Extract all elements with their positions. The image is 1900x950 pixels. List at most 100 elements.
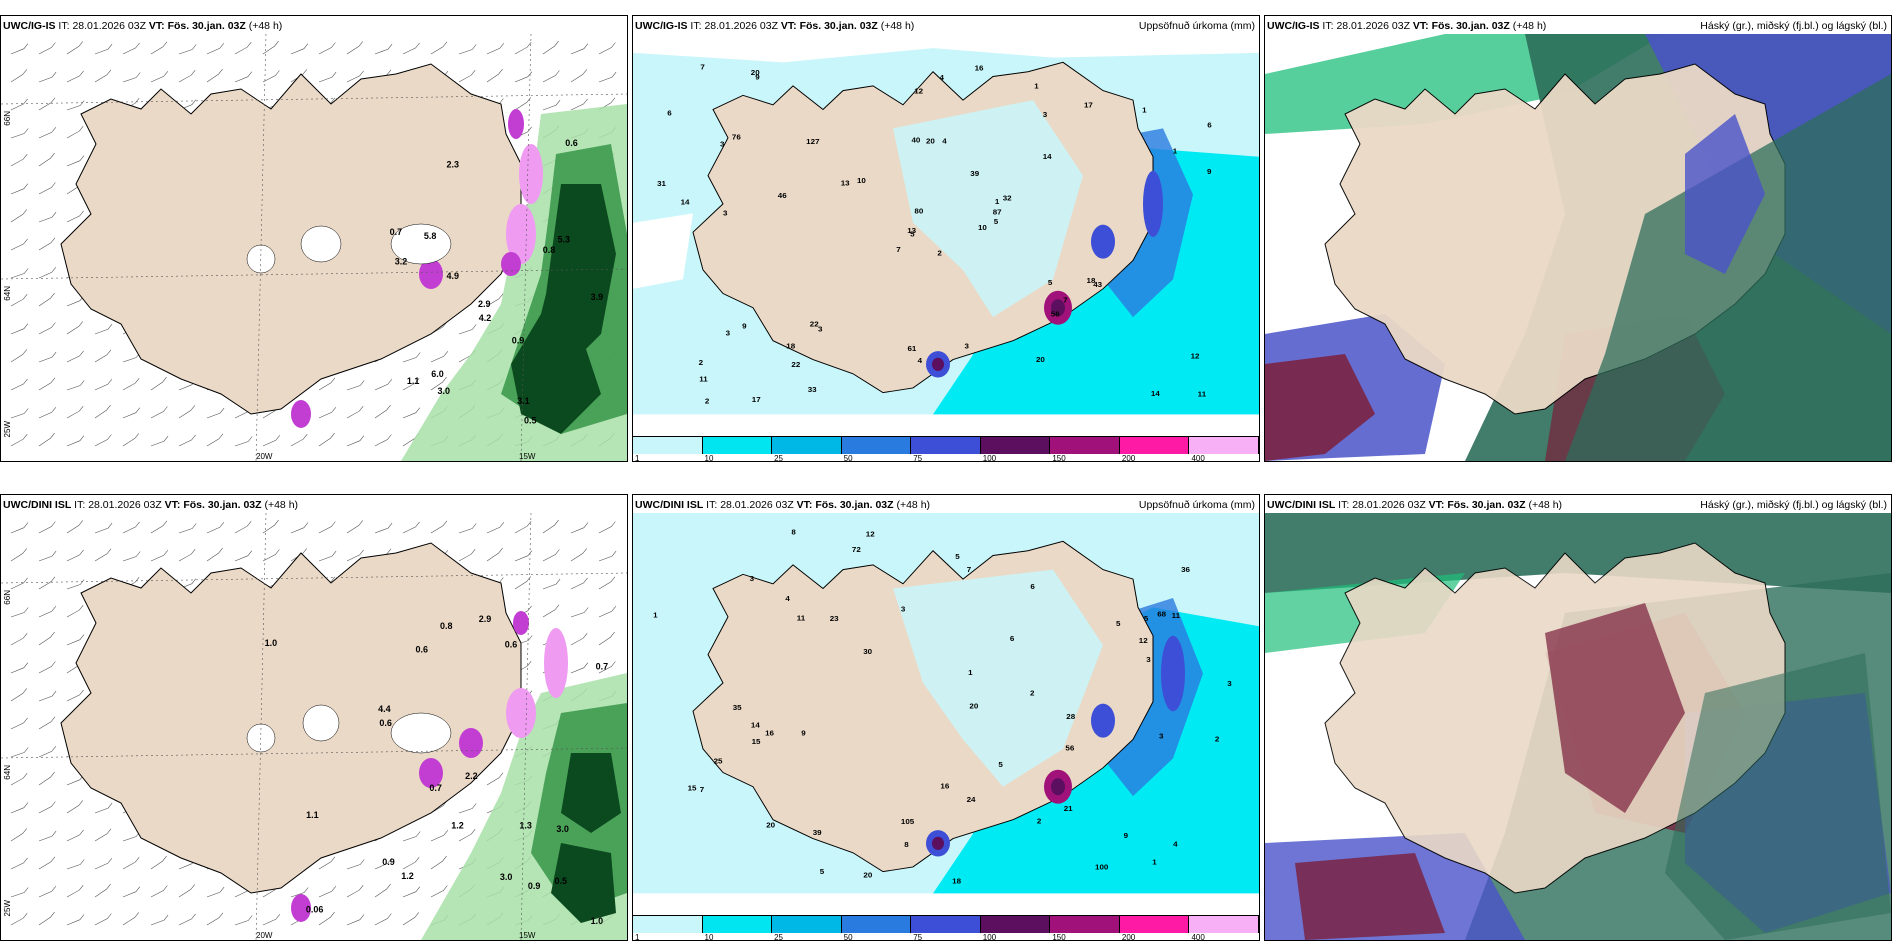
it-label: IT:: [74, 499, 86, 511]
wind-barb: [38, 716, 56, 730]
wind-barb: [38, 830, 57, 842]
wind-barb: [486, 68, 503, 83]
wind-barb: [66, 380, 85, 391]
map-precip-top: 2352131431091136714174039910112220324376…: [633, 34, 1259, 415]
wind-barb: [402, 831, 421, 842]
wind-barb: [318, 377, 336, 391]
wind-barb: [374, 43, 393, 55]
panel-title: Uppsöfnuð úrkoma (mm): [1138, 20, 1255, 32]
wind-barb: [262, 435, 281, 447]
wind-barb: [10, 349, 28, 363]
wind-barb: [38, 690, 57, 702]
panel-title: Uppsöfnuð úrkoma (mm): [1138, 499, 1255, 511]
wind-barb: [38, 182, 56, 195]
wind-barb: [542, 604, 560, 618]
wind-barb: [402, 42, 420, 55]
colorbar-swatch: [1050, 437, 1120, 454]
colorbar-swatch: [980, 916, 1051, 933]
wind-barb: [122, 521, 140, 534]
wind-barb: [150, 885, 168, 898]
wind-barb: [290, 522, 309, 534]
value-label: 1: [653, 611, 658, 620]
colorbar-tick-label: 400: [1191, 454, 1205, 462]
wind-barb: [318, 71, 337, 83]
value-label: 46: [778, 191, 788, 200]
wind-barb: [38, 550, 57, 562]
wind-barb: [262, 70, 280, 83]
value-label: 22: [791, 360, 801, 369]
wind-barb: [346, 435, 365, 447]
wind-barb: [570, 98, 588, 111]
value-label: 1: [1142, 106, 1147, 115]
value-label: 11: [797, 614, 806, 623]
value-label: 17: [1084, 101, 1093, 110]
value-label: 9: [755, 73, 760, 82]
wind-barb: [486, 547, 503, 562]
lat-label-64n: 64N: [3, 286, 12, 301]
wind-barb: [94, 349, 112, 363]
wind-barb: [318, 42, 336, 55]
wind-barb: [94, 913, 112, 926]
wind-barb: [346, 859, 365, 870]
value-label: 1.2: [451, 820, 464, 830]
colorbar-tick-label: 50: [843, 454, 853, 462]
wind-barb: [38, 322, 56, 335]
wind-barb: [66, 829, 84, 842]
value-label: 2: [705, 397, 710, 406]
value-label: 7: [967, 565, 971, 574]
value-label: 6.0: [431, 369, 444, 379]
wind-barb: [514, 71, 533, 83]
value-label: 11: [1172, 611, 1181, 620]
wind-barb: [150, 406, 168, 419]
wind-barb: [458, 44, 477, 55]
wind-barb: [346, 520, 364, 534]
wind-barb: [206, 886, 225, 898]
value-label: 40: [912, 136, 921, 145]
wind-barb: [38, 801, 56, 814]
value-label: 3.0: [556, 824, 569, 834]
value-label: 2: [937, 249, 942, 258]
wind-barb: [542, 578, 561, 590]
it-label: IT:: [1338, 499, 1350, 511]
wind-barb: [66, 859, 85, 870]
panel-header: UWC/DINI ISL IT: 28.01.2026 03Z VT: Fös.…: [3, 499, 298, 511]
wind-barb: [150, 914, 169, 926]
wind-barb: [122, 912, 140, 926]
wind-barb: [262, 40, 279, 55]
colorbar-tick-label: 10: [704, 933, 714, 941]
wind-barb: [94, 323, 113, 335]
wind-barb: [514, 42, 532, 55]
wind-barb: [430, 885, 448, 898]
value-label: 33: [808, 385, 818, 394]
wind-barb: [122, 551, 141, 562]
value-label: 24: [967, 795, 977, 804]
value-label: 39: [970, 169, 980, 178]
wind-barb: [66, 605, 84, 618]
value-label: 2: [699, 358, 704, 367]
it-label: IT:: [58, 20, 70, 32]
wind-barb: [66, 155, 85, 167]
it-value: 28.01.2026 03Z: [72, 20, 146, 32]
value-label: 5: [820, 867, 825, 876]
wind-barb: [402, 378, 420, 391]
wind-barb: [122, 433, 140, 447]
wind-barb: [66, 126, 84, 139]
colorbar-tick-label: 75: [913, 933, 923, 941]
wind-barb: [122, 42, 140, 55]
wind-barb: [402, 912, 420, 926]
panel-bottom-mid-precip: UWC/DINI ISL IT: 28.01.2026 03Z VT: Fös.…: [632, 494, 1260, 941]
value-label: 6: [1010, 634, 1015, 643]
wind-barb: [374, 913, 392, 926]
wind-barb: [10, 98, 28, 111]
panel-top-mid-precip: UWC/IG-IS IT: 28.01.2026 03Z VT: Fös. 30…: [632, 15, 1260, 462]
value-label: 3: [723, 209, 728, 218]
snow-value-labels: 0.06 3.0 2.2 1.2 0.6 2.9 0.5 0.6 0.9 0.9 1.0 0.6 1.2…: [265, 614, 609, 926]
value-label: 2: [1215, 735, 1220, 744]
wind-barb: [346, 41, 364, 55]
value-label: 1: [1173, 147, 1178, 156]
colorbar-swatch: [911, 437, 981, 454]
model-label: UWC/IG-IS: [3, 20, 56, 32]
value-label: 4: [1173, 840, 1178, 849]
wind-barb: [10, 717, 28, 730]
vt-value: Fös. 30.jan. 03Z: [1431, 20, 1510, 32]
